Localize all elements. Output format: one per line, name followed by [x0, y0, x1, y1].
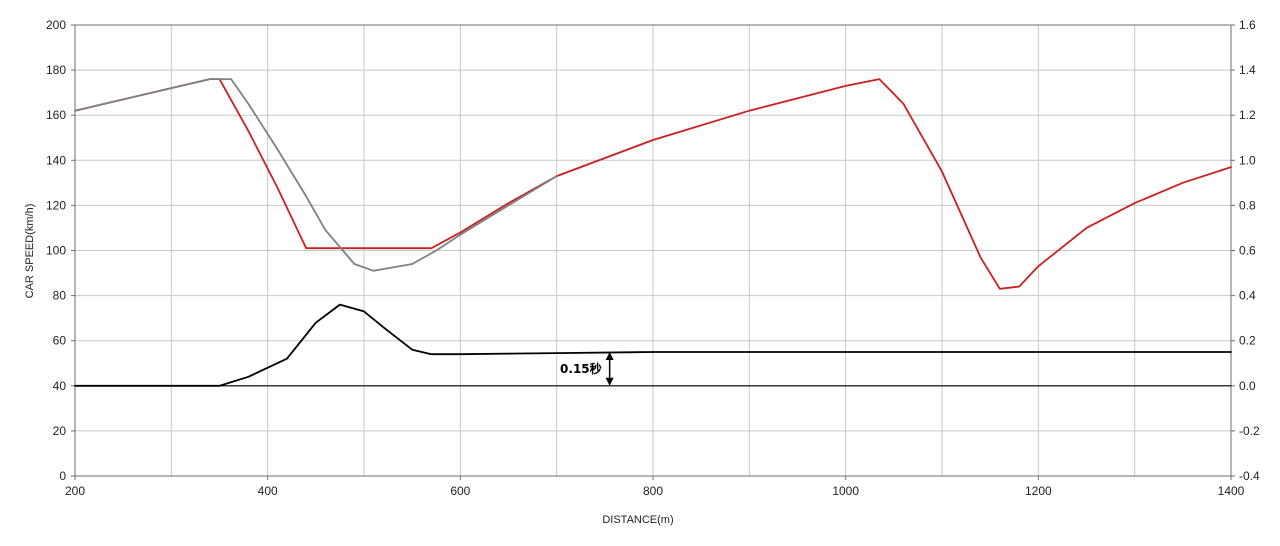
- annotation-label: 0.15秒: [560, 361, 602, 376]
- y-tick-label: 180: [46, 63, 66, 77]
- y2-tick-label: 0.8: [1239, 198, 1256, 212]
- y-tick-label: 80: [53, 289, 67, 303]
- x-tick-label: 600: [450, 484, 470, 498]
- y-tick-label: 60: [53, 334, 67, 348]
- y2-tick-label: 1.4: [1239, 63, 1256, 77]
- y2-tick-label: 1.6: [1239, 18, 1256, 32]
- y2-tick-label: -0.4: [1239, 469, 1260, 483]
- y2-tick-label: 0.2: [1239, 334, 1256, 348]
- y2-tick-label: -0.2: [1239, 424, 1260, 438]
- y-axis-ticks: 0 20 40 60 80 100 120 140 160 180 200: [46, 18, 75, 483]
- y-tick-label: 160: [46, 108, 66, 122]
- annotation-arrow-head-down: [605, 377, 614, 386]
- y2-tick-label: 1.0: [1239, 153, 1256, 167]
- y-tick-label: 20: [53, 424, 67, 438]
- series-line-3: [74, 303, 1232, 387]
- x-axis-ticks: 200 400 600 800 1000 1200 1400: [65, 476, 1245, 498]
- series-lines: [74, 78, 1232, 387]
- y-tick-label: 120: [46, 198, 66, 212]
- x-tick-label: 1400: [1218, 484, 1245, 498]
- y2-axis-ticks: -0.4 -0.2 0.0 0.2 0.4 0.6 0.8 1.0 1.2 1.4 1.6: [1231, 18, 1260, 483]
- x-tick-label: 200: [65, 484, 85, 498]
- annotation-arrow-head-up: [605, 351, 614, 360]
- y-tick-label: 40: [53, 379, 67, 393]
- y-axis-label: CAR SPEED(km/h): [24, 204, 36, 299]
- y-tick-label: 0: [59, 469, 66, 483]
- y2-tick-label: 1.2: [1239, 108, 1256, 122]
- series-line-1: [74, 78, 1232, 290]
- time-gap-annotation: 0.15秒: [560, 351, 614, 386]
- x-tick-label: 1200: [1025, 484, 1052, 498]
- y-tick-label: 100: [46, 244, 66, 258]
- y-tick-label: 140: [46, 153, 66, 167]
- y-tick-label: 200: [46, 18, 66, 32]
- y2-tick-label: 0.4: [1239, 289, 1256, 303]
- y2-tick-label: 0.6: [1239, 244, 1256, 258]
- x-tick-label: 800: [643, 484, 663, 498]
- x-tick-label: 400: [258, 484, 278, 498]
- y2-tick-label: 0.0: [1239, 379, 1256, 393]
- series-line-2: [74, 78, 558, 272]
- x-axis-label: DISTANCE(m): [602, 514, 673, 526]
- x-tick-label: 1000: [832, 484, 859, 498]
